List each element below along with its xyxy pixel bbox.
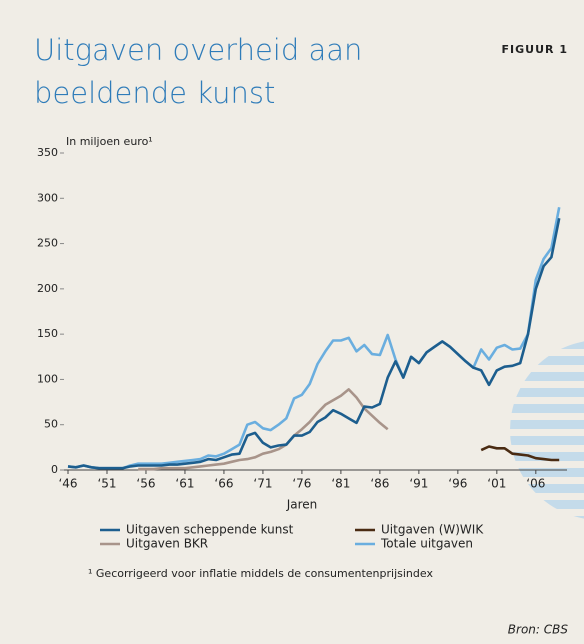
x-tick-label: ‘06 — [526, 477, 545, 491]
y-tick-label: 250 — [37, 237, 58, 250]
figure-label: FIGUUR 1 — [502, 43, 568, 56]
y-tick-label: 0 — [51, 463, 58, 476]
x-tick-label: ‘76 — [292, 477, 311, 491]
x-tick-label: ‘81 — [331, 477, 350, 491]
y-tick-label: 150 — [37, 327, 58, 340]
chart-title: beeldende kunst — [34, 76, 275, 110]
x-tick-label: ‘96 — [448, 477, 467, 491]
x-tick-label: ‘91 — [409, 477, 428, 491]
y-tick-label: 50 — [44, 418, 58, 431]
x-tick-label: ‘71 — [253, 477, 272, 491]
y-tick-label: 100 — [37, 372, 58, 385]
chart-title: Uitgaven overheid aan — [34, 33, 362, 67]
x-tick-label: ‘46 — [58, 477, 77, 491]
source: Bron: CBS — [508, 623, 569, 637]
footnote: ¹ Gecorrigeerd voor inflatie middels de … — [88, 567, 433, 580]
x-tick-label: ‘86 — [370, 477, 389, 491]
decoration — [500, 340, 584, 525]
chart: Uitgaven overheid aan beeldende kunst FI… — [0, 0, 584, 644]
x-tick-label: ‘56 — [136, 477, 155, 491]
x-tick-label: ‘01 — [487, 477, 506, 491]
legend-label: Totale uitgaven — [380, 537, 473, 551]
y-tick-label: 300 — [37, 191, 58, 204]
legend-label: Uitgaven (W)WIK — [381, 523, 484, 537]
x-tick-label: ‘61 — [175, 477, 194, 491]
legend-label: Uitgaven BKR — [126, 537, 208, 551]
y-axis-label: In miljoen euro¹ — [66, 135, 153, 148]
y-tick-label: 200 — [37, 282, 58, 295]
x-tick-label: ‘66 — [214, 477, 233, 491]
x-tick-label: ‘51 — [97, 477, 116, 491]
series-line — [68, 218, 559, 468]
legend-label: Uitgaven scheppende kunst — [126, 523, 294, 537]
x-axis-label: Jaren — [286, 498, 318, 512]
y-tick-label: 350 — [37, 146, 58, 159]
